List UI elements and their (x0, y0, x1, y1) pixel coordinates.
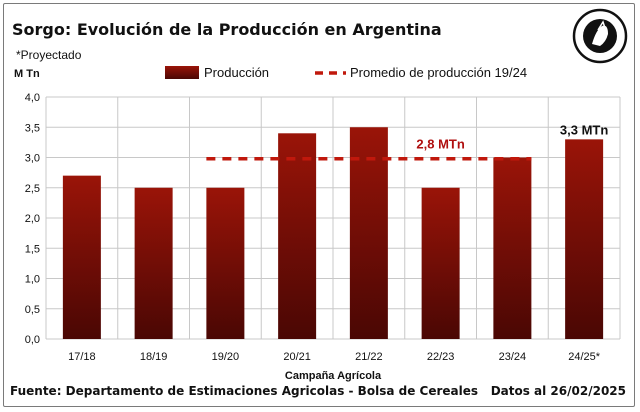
source-note: Fuente: Departamento de Estimaciones Agr… (10, 384, 479, 398)
chart-frame (3, 3, 635, 407)
chart-title: Sorgo: Evolución de la Producción en Arg… (12, 20, 442, 39)
data-date: Datos al 26/02/2025 (490, 384, 626, 398)
projection-note: *Proyectado (16, 48, 82, 62)
bolsa-de-cereales-logo-icon (572, 8, 628, 64)
y-axis-unit: M Tn (14, 68, 40, 80)
